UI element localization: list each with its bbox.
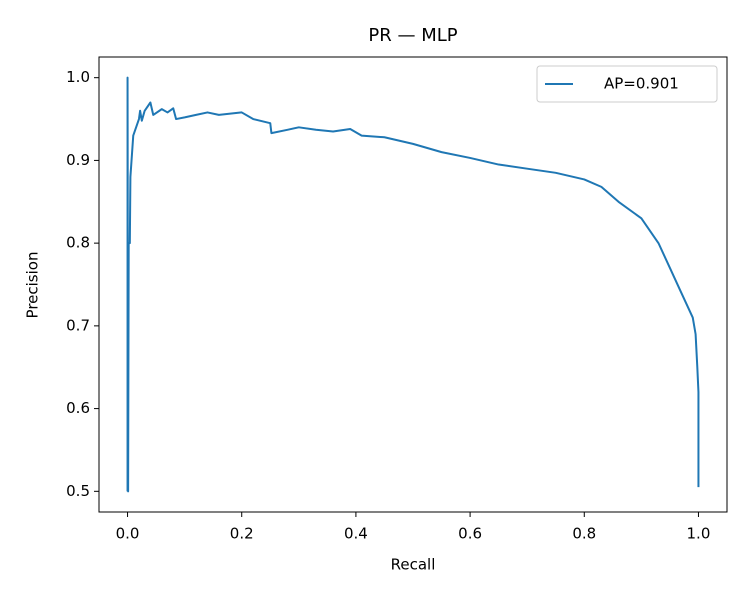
y-tick-label: 0.6 bbox=[66, 399, 90, 417]
y-axis-label: Precision bbox=[24, 252, 42, 319]
x-tick-label: 0.0 bbox=[116, 525, 140, 543]
y-tick-label: 1.0 bbox=[66, 68, 90, 86]
x-tick-label: 1.0 bbox=[687, 525, 711, 543]
x-tick-label: 0.6 bbox=[458, 525, 482, 543]
x-tick-label: 0.2 bbox=[230, 525, 254, 543]
y-tick-label: 0.5 bbox=[66, 482, 90, 500]
y-tick-label: 0.9 bbox=[66, 151, 90, 169]
x-tick-label: 0.8 bbox=[572, 525, 596, 543]
chart-title: PR — MLP bbox=[368, 25, 457, 46]
y-tick-label: 0.8 bbox=[66, 234, 90, 252]
plot-frame bbox=[98, 56, 728, 513]
x-axis-label: Recall bbox=[391, 556, 436, 574]
y-tick-label: 0.7 bbox=[66, 316, 90, 334]
legend-box bbox=[536, 65, 718, 103]
line-series bbox=[126, 76, 700, 493]
legend-label: AP=0.901 bbox=[604, 75, 679, 93]
x-tick-label: 0.4 bbox=[344, 525, 368, 543]
